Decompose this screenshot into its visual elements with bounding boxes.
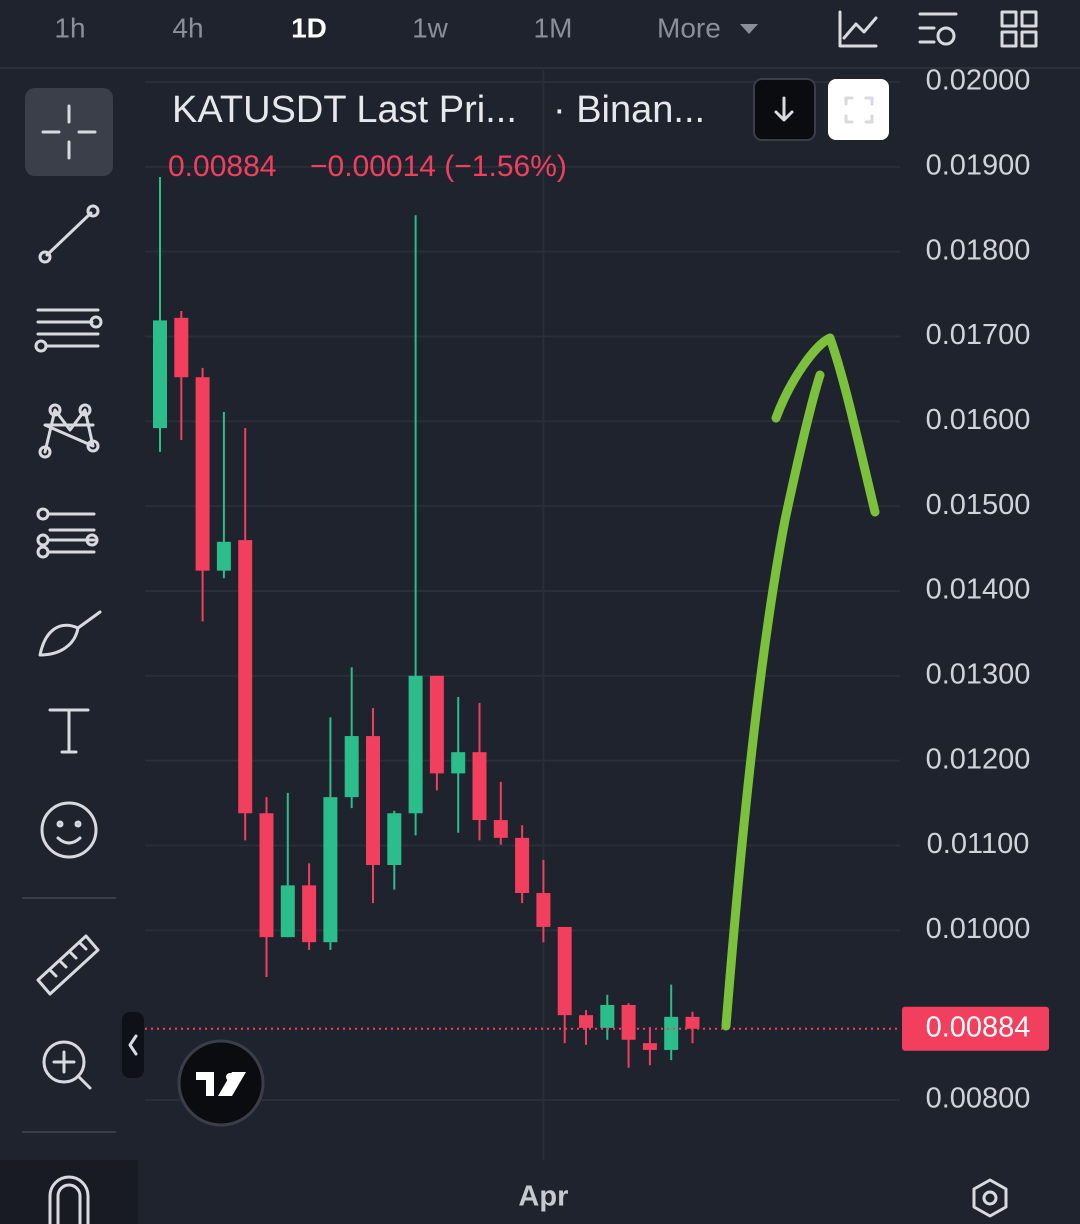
interval-button[interactable]: 1M — [534, 12, 573, 43]
candle-body — [600, 1004, 615, 1028]
interval-bar: 1h 4h 1D 1w 1M — [54, 12, 572, 43]
tv-logo[interactable] — [177, 1039, 265, 1127]
trendline-icon[interactable] — [38, 204, 100, 264]
y-tick-label: 0.01800 — [926, 234, 1031, 266]
last-price-label: 0.00884 — [926, 1011, 1031, 1043]
candle-body — [536, 893, 551, 927]
magnet-icon[interactable] — [48, 1175, 90, 1224]
y-tick-label: 0.01300 — [926, 658, 1031, 690]
candle-body — [557, 926, 572, 1016]
candle-body — [472, 752, 487, 821]
candle-body — [515, 837, 530, 894]
axis-settings-icon[interactable] — [972, 1178, 1008, 1218]
interval-button[interactable]: 1w — [412, 12, 449, 43]
fullscreen-button[interactable] — [828, 79, 889, 140]
y-tick-label: 0.01200 — [926, 743, 1031, 775]
zoom-icon[interactable] — [42, 1040, 92, 1090]
y-tick-label: 0.01500 — [926, 489, 1031, 521]
y-tick-label: 0.01100 — [927, 828, 1030, 860]
exchange-title: · Binan... — [553, 89, 705, 131]
crosshair-button[interactable] — [25, 88, 113, 176]
y-tick-label: 0.01700 — [926, 319, 1031, 351]
candle-body — [408, 675, 423, 814]
candle-body — [174, 317, 189, 378]
header-price: 0.00884 — [168, 150, 276, 183]
x-tick-label: Apr — [518, 1181, 568, 1213]
y-tick-label: 0.01600 — [926, 404, 1031, 436]
pattern-icon[interactable] — [38, 403, 100, 459]
layout-icon[interactable] — [1000, 10, 1038, 48]
candle-body — [216, 541, 231, 571]
collapse-arrow — [128, 1034, 138, 1056]
candle-body — [153, 320, 167, 429]
drawn-arrow — [721, 333, 880, 1031]
more-caret — [740, 24, 758, 34]
candle-body — [323, 797, 338, 943]
candle-body — [238, 540, 253, 814]
horizontal-lines-icon[interactable] — [34, 308, 103, 353]
candle-body — [302, 885, 317, 943]
more-button[interactable]: More — [657, 12, 721, 43]
candle-body — [493, 820, 508, 838]
candle-body — [579, 1015, 593, 1028]
y-tick-label: 0.01900 — [926, 149, 1031, 181]
emoji-icon[interactable] — [40, 801, 98, 859]
candle-body — [621, 1004, 636, 1040]
y-tick-label: 0.01400 — [926, 574, 1031, 606]
text-icon[interactable] — [48, 708, 90, 754]
collapse-tab[interactable] — [122, 1012, 144, 1078]
candle-body — [429, 675, 444, 774]
candle-body — [387, 813, 402, 866]
interval-button[interactable]: 1D — [291, 12, 327, 43]
y-tick-label: 0.02000 — [926, 65, 1031, 97]
interval-button[interactable]: 1h — [54, 12, 85, 43]
candle-body — [280, 885, 295, 938]
crosshair-icon — [41, 104, 97, 160]
indicators-icon[interactable] — [838, 10, 878, 48]
candle-body — [664, 1016, 679, 1050]
fib-icon[interactable] — [36, 507, 99, 559]
y-tick-label: 0.01000 — [926, 913, 1031, 945]
magnet-area — [0, 1160, 138, 1224]
candle-body — [685, 1016, 700, 1029]
y-tick-label: 0.00800 — [926, 1083, 1031, 1115]
last-price-tag — [902, 1006, 1049, 1051]
fullscreen-icon — [844, 96, 874, 124]
candle-body — [366, 736, 380, 866]
header-change: −0.00014 (−1.56%) — [310, 150, 567, 183]
settings-icon[interactable] — [918, 12, 958, 46]
interval-button[interactable]: 4h — [172, 12, 203, 43]
candle-body — [195, 377, 210, 571]
tv-logo-dot — [226, 1073, 234, 1081]
candle-body — [642, 1043, 657, 1050]
download-icon — [774, 96, 794, 122]
candle-body — [259, 813, 274, 938]
candle-body — [344, 736, 359, 798]
candle-body — [451, 752, 466, 774]
ruler-icon[interactable] — [36, 934, 100, 996]
symbol-title: KATUSDT Last Pri... — [172, 89, 517, 131]
brush-icon[interactable] — [38, 610, 102, 657]
